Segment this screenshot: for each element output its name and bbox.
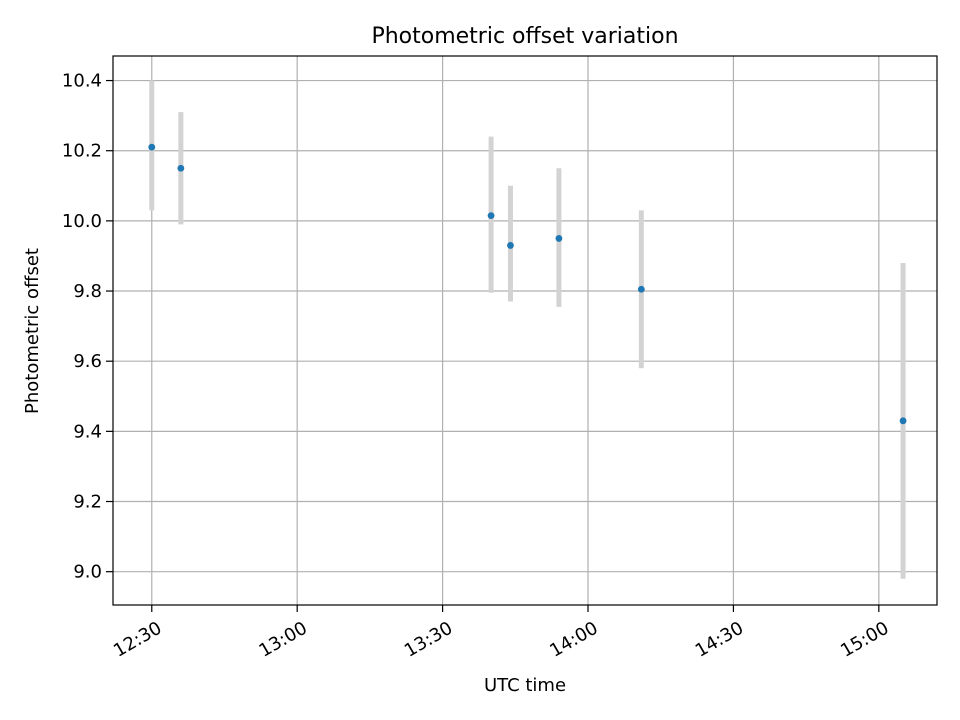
y-axis-label: Photometric offset <box>22 248 43 414</box>
x-axis-label: UTC time <box>484 675 566 696</box>
y-tick-label: 10.0 <box>62 211 102 232</box>
data-point <box>507 242 514 249</box>
data-point <box>487 212 495 220</box>
plot-area <box>113 56 937 605</box>
data-point <box>899 417 907 425</box>
y-tick-label: 9.6 <box>73 351 102 372</box>
y-tick-label: 9.4 <box>73 421 102 442</box>
data-point <box>637 285 645 293</box>
y-tick-label: 10.2 <box>62 141 102 162</box>
data-point <box>555 235 563 242</box>
y-tick-label: 9.0 <box>73 562 102 583</box>
y-tick-label: 10.4 <box>62 71 102 92</box>
plot-frame <box>112 55 938 606</box>
chart-title: Photometric offset variation <box>371 24 678 49</box>
y-tick-label: 9.2 <box>73 492 102 513</box>
y-tick-label: 9.8 <box>73 281 102 302</box>
data-point <box>177 164 185 172</box>
data-points <box>148 143 907 425</box>
y-axis-ticks: 9.0 9.2 9.4 9.6 9.8 10.0 10.2 10.4 <box>62 71 113 583</box>
grid <box>113 56 937 605</box>
data-point <box>148 143 156 151</box>
